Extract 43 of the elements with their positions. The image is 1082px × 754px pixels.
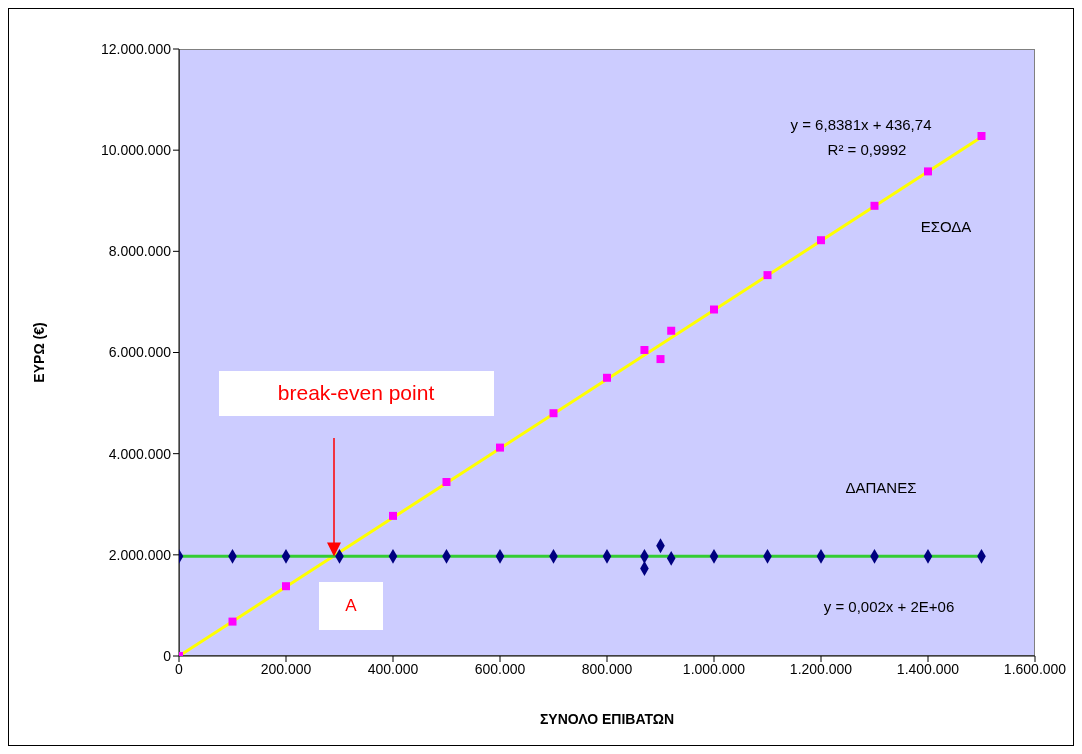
point [282, 582, 290, 591]
x-tick-label: 1.000.000 [682, 660, 746, 677]
x-tick-label: 600.000 [474, 660, 526, 677]
point [977, 132, 986, 140]
point [228, 617, 237, 626]
point [389, 511, 397, 520]
annotation: break-even point [277, 381, 435, 405]
point [656, 355, 665, 364]
point [549, 409, 558, 418]
x-tick-label: 400.000 [367, 660, 419, 677]
y-tick-label: 8.000.000 [108, 243, 172, 260]
x-tick-label: 800.000 [581, 660, 633, 677]
point [870, 201, 879, 210]
text-box: break-even point [218, 370, 494, 416]
point [817, 236, 825, 245]
point [763, 271, 772, 280]
y-tick-label: 0 [163, 647, 172, 664]
annotation: R² = 0,9992 [827, 140, 907, 158]
annotation: y = 6,8381x + 436,74 [790, 115, 932, 133]
annotation: ΕΣΟΔΑ [920, 217, 972, 235]
y-tick-label: 4.000.000 [108, 445, 172, 462]
x-tick-label: 1.200.000 [789, 660, 853, 677]
y-axis-title: ΕΥΡΩ (€) [30, 322, 47, 383]
x-tick-label: 0 [175, 660, 184, 677]
y-tick-label: 10.000.000 [100, 142, 172, 159]
point [603, 373, 611, 382]
point [442, 477, 451, 486]
point [667, 326, 676, 335]
point [710, 305, 718, 314]
x-tick-label: 1.400.000 [896, 660, 960, 677]
y-tick-label: 2.000.000 [108, 546, 172, 563]
annotation: ΔΑΠΑΝΕΣ [845, 478, 917, 496]
y-tick-label: 12.000.000 [100, 40, 172, 57]
point [924, 167, 932, 176]
x-axis-title: ΣΥΝΟΛΟ ΕΠΙΒΑΤΩΝ [539, 710, 675, 727]
point [496, 443, 504, 452]
point [640, 345, 649, 354]
annotation: A [345, 596, 357, 616]
y-tick-label: 6.000.000 [108, 344, 172, 361]
annotation: y = 0,002x + 2E+06 [823, 597, 955, 615]
text-box: A [319, 582, 383, 630]
x-tick-label: 1.600.000 [1003, 660, 1067, 677]
x-tick-label: 200.000 [260, 660, 312, 677]
